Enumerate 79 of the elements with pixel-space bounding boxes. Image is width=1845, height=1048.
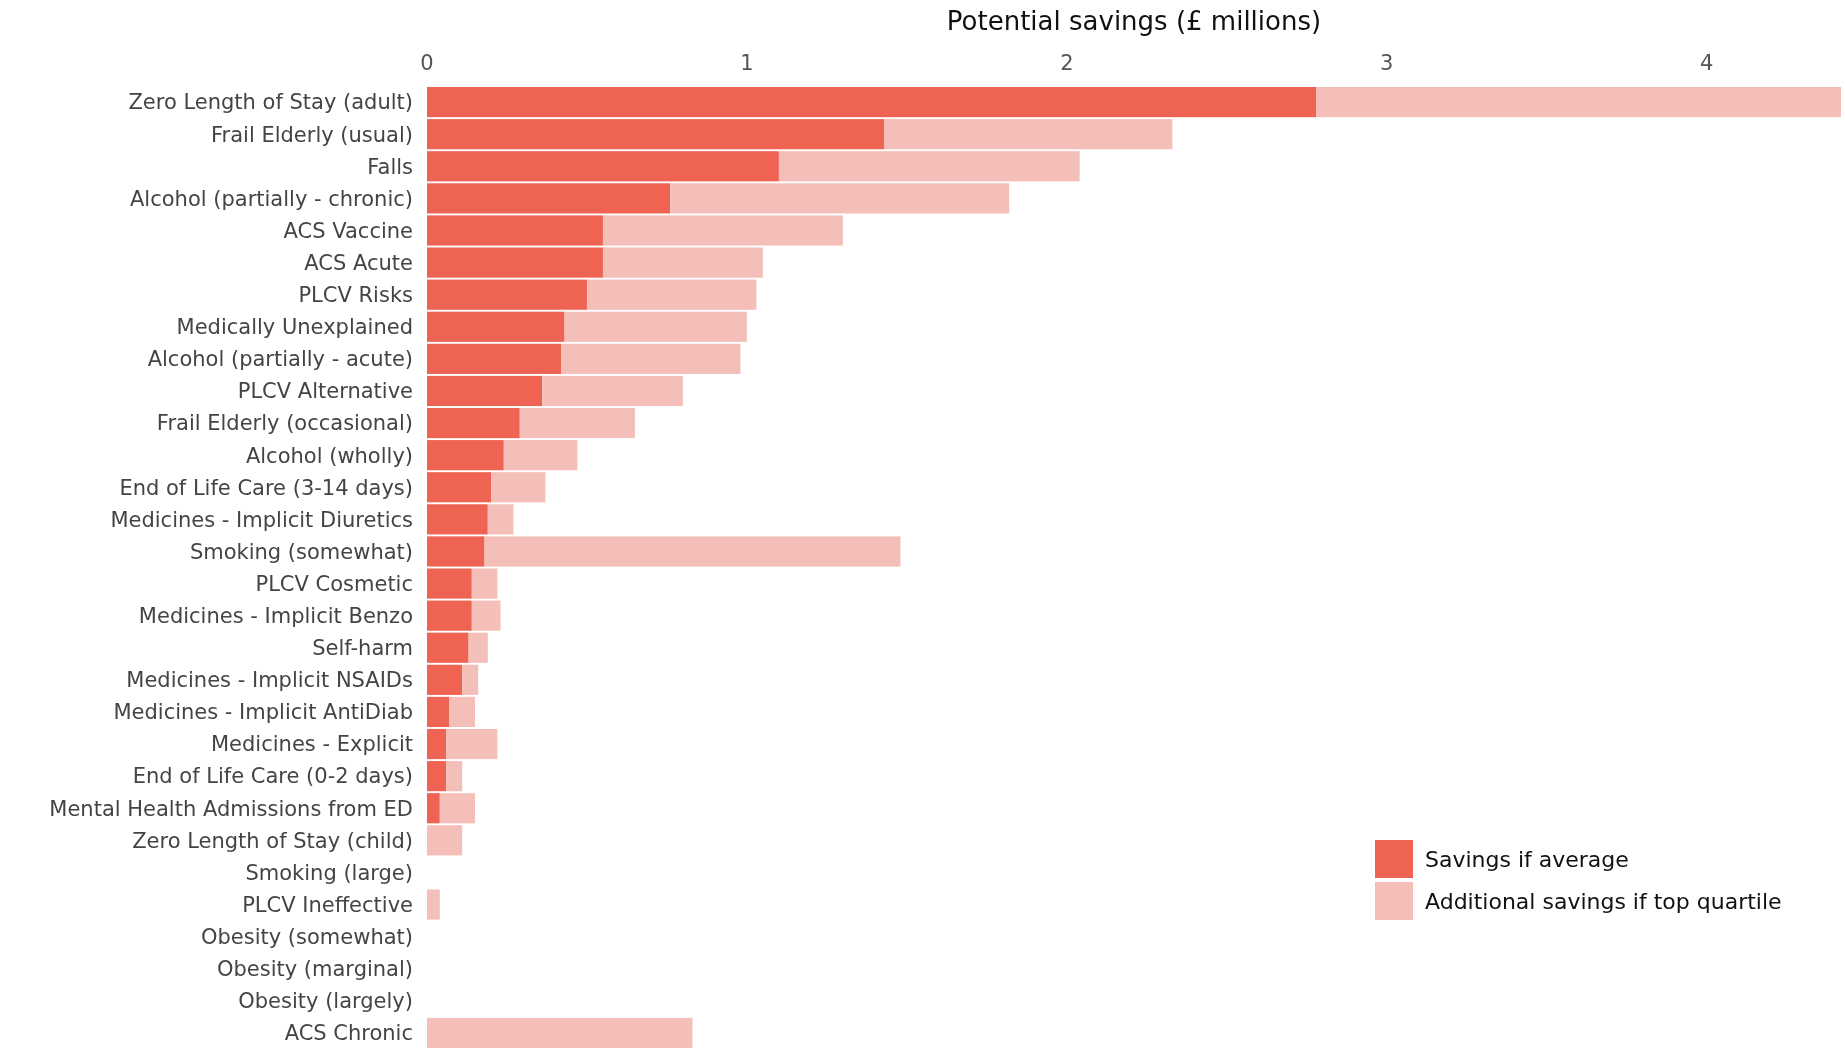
- bar: [427, 119, 885, 150]
- bar: [490, 472, 546, 503]
- y-tick-label: Self-harm: [312, 636, 413, 661]
- bar: [427, 504, 488, 535]
- bar: [503, 440, 578, 471]
- y-tick-label: PLCV Cosmetic: [255, 571, 413, 596]
- y-tick-label: PLCV Alternative: [237, 379, 413, 404]
- x-tick-label: 4: [1699, 51, 1714, 75]
- y-tick-label: Medicines - Implicit Benzo: [138, 604, 413, 628]
- y-tick-label: Obesity (marginal): [216, 957, 413, 982]
- y-tick-label: PLCV Risks: [298, 283, 413, 308]
- bar: [586, 279, 757, 310]
- y-tick-label: Frail Elderly (usual): [211, 122, 413, 147]
- y-tick-label: Zero Length of Stay (adult): [128, 90, 413, 115]
- legend-label: Savings if average: [1425, 846, 1629, 872]
- y-tick-label: Frail Elderly (occasional): [156, 411, 413, 436]
- y-tick-label: Medicines - Implicit NSAIDs: [126, 668, 413, 693]
- bar: [427, 761, 447, 792]
- y-tick-label: ACS Vaccine: [283, 218, 413, 243]
- bar: [670, 183, 1010, 214]
- x-tick-label: 1: [740, 51, 754, 75]
- bar: [468, 632, 488, 663]
- y-tick-label: ACS Acute: [304, 250, 413, 275]
- y-tick-label: PLCV Ineffective: [242, 892, 413, 917]
- y-tick-label: Medicines - Implicit Diuretics: [110, 507, 413, 532]
- bar: [427, 375, 543, 407]
- bar: [427, 825, 463, 856]
- bar: [427, 87, 1317, 118]
- y-tick-label: Medicines - Explicit: [211, 732, 413, 757]
- x-tick-label: 3: [1380, 51, 1394, 75]
- bar: [778, 151, 1080, 182]
- y-tick-label: End of Life Care (3-14 days): [119, 475, 413, 500]
- bar: [884, 119, 1173, 150]
- y-tick-label: Alcohol (wholly): [245, 443, 413, 468]
- bar: [1316, 87, 1841, 118]
- bar: [564, 311, 747, 342]
- bar: [427, 151, 779, 182]
- bar: [427, 600, 472, 631]
- y-tick-label: Smoking (somewhat): [189, 539, 413, 564]
- bar: [542, 375, 683, 407]
- bar: [439, 793, 475, 824]
- bar: [427, 279, 587, 310]
- y-tick-label: Alcohol (partially - acute): [147, 347, 413, 372]
- y-tick-label: Medically Unexplained: [176, 315, 413, 340]
- bar: [427, 183, 671, 214]
- x-axis-title: Potential savings (£ millions): [946, 6, 1322, 36]
- y-tick-label: Obesity (largely): [238, 989, 413, 1014]
- bar: [427, 696, 450, 728]
- y-tick-label: Zero Length of Stay (child): [132, 828, 413, 853]
- bar: [427, 343, 562, 374]
- x-tick-label: 0: [420, 51, 434, 75]
- bar: [446, 728, 498, 760]
- y-tick-label: Alcohol (partially - chronic): [129, 186, 413, 211]
- legend-label: Additional savings if top quartile: [1425, 888, 1782, 914]
- y-tick-label: Obesity (somewhat): [200, 924, 413, 949]
- bar: [446, 761, 463, 792]
- bar: [427, 440, 504, 471]
- bar: [427, 728, 447, 760]
- bar: [519, 407, 635, 439]
- bar: [471, 600, 501, 631]
- y-tick-label: Medicines - Implicit AntiDiab: [113, 700, 413, 725]
- y-tick-label: ACS Chronic: [284, 1021, 413, 1046]
- y-tick-label: Falls: [367, 154, 413, 179]
- bar: [449, 696, 475, 728]
- bar: [427, 664, 463, 695]
- bar: [427, 1017, 693, 1048]
- bar: [427, 632, 469, 663]
- bar: [427, 407, 520, 439]
- y-tick-label: End of Life Care (0-2 days): [132, 764, 413, 789]
- y-tick-label: Smoking (large): [245, 860, 413, 885]
- bar: [427, 889, 440, 920]
- bar: [561, 343, 741, 374]
- y-tick-label: Mental Health Admissions from ED: [49, 796, 413, 821]
- bar: [427, 472, 491, 503]
- bar: [462, 664, 479, 695]
- bar: [427, 311, 565, 342]
- bar: [487, 504, 514, 535]
- x-tick-label: 2: [1060, 51, 1074, 75]
- bar: [427, 793, 440, 824]
